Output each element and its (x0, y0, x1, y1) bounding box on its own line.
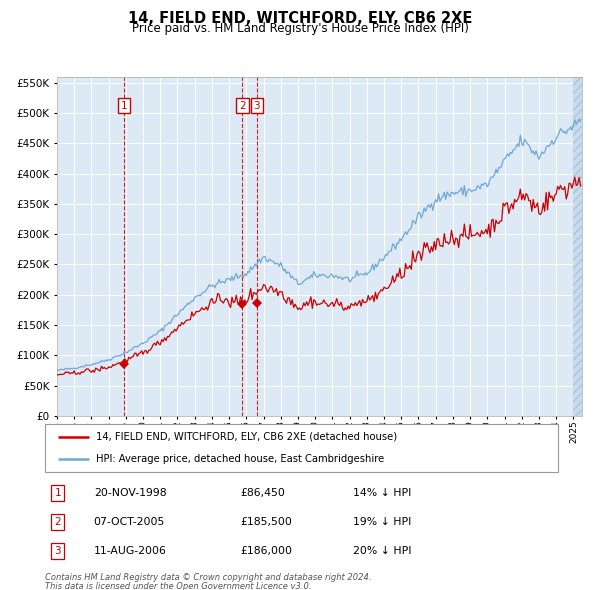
Text: This data is licensed under the Open Government Licence v3.0.: This data is licensed under the Open Gov… (45, 582, 311, 590)
Text: 20-NOV-1998: 20-NOV-1998 (94, 488, 166, 498)
Text: 14% ↓ HPI: 14% ↓ HPI (353, 488, 411, 498)
Text: 2: 2 (55, 517, 61, 527)
Text: 2: 2 (239, 100, 245, 110)
Text: 3: 3 (55, 546, 61, 556)
Text: Contains HM Land Registry data © Crown copyright and database right 2024.: Contains HM Land Registry data © Crown c… (45, 573, 371, 582)
Text: HPI: Average price, detached house, East Cambridgeshire: HPI: Average price, detached house, East… (97, 454, 385, 464)
FancyBboxPatch shape (45, 424, 558, 472)
Text: 14, FIELD END, WITCHFORD, ELY, CB6 2XE (detached house): 14, FIELD END, WITCHFORD, ELY, CB6 2XE (… (97, 432, 397, 442)
Text: £186,000: £186,000 (240, 546, 292, 556)
Text: Price paid vs. HM Land Registry's House Price Index (HPI): Price paid vs. HM Land Registry's House … (131, 22, 469, 35)
Text: £86,450: £86,450 (240, 488, 285, 498)
Text: 19% ↓ HPI: 19% ↓ HPI (353, 517, 411, 527)
Text: 1: 1 (55, 488, 61, 498)
Text: £185,500: £185,500 (240, 517, 292, 527)
Text: 14, FIELD END, WITCHFORD, ELY, CB6 2XE: 14, FIELD END, WITCHFORD, ELY, CB6 2XE (128, 11, 472, 25)
Text: 11-AUG-2006: 11-AUG-2006 (94, 546, 167, 556)
Text: 1: 1 (121, 100, 127, 110)
Text: 07-OCT-2005: 07-OCT-2005 (94, 517, 165, 527)
Text: 3: 3 (254, 100, 260, 110)
Text: 20% ↓ HPI: 20% ↓ HPI (353, 546, 412, 556)
Bar (572, 77, 582, 416)
